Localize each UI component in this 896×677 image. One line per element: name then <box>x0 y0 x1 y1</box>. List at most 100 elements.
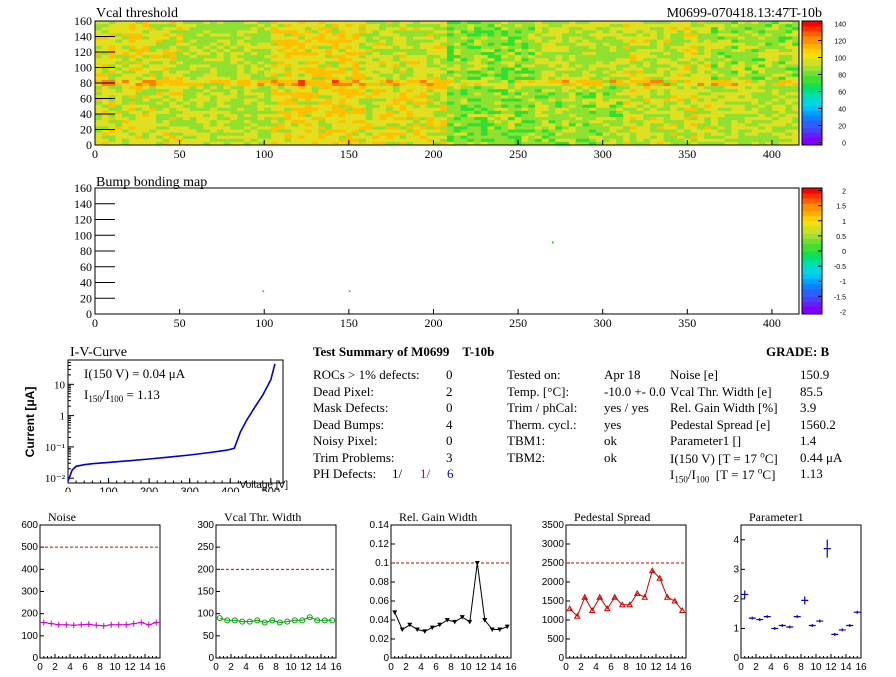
small-point <box>224 617 231 624</box>
small-point <box>663 593 671 600</box>
summary-right-value: 0.44 μA <box>800 449 843 465</box>
small-ytick-label: 100 <box>197 609 214 620</box>
small-point <box>392 610 398 615</box>
small-point <box>581 593 589 600</box>
vcal-xtick-label: 400 <box>763 147 781 161</box>
small-xtick-label: 4 <box>768 662 774 672</box>
small-xtick-label: 4 <box>593 662 599 672</box>
small-plot-title: Parameter1 <box>749 510 804 524</box>
small-xtick-label: 12 <box>475 662 487 672</box>
small-point <box>239 618 246 625</box>
small-point <box>756 618 764 622</box>
summary-right-label: I(150 V) [T = 17 oC] <box>670 449 778 466</box>
bump-zbar-band <box>802 286 822 290</box>
bump-zbar-band <box>802 261 822 265</box>
small-point <box>444 618 450 623</box>
summary-left-row: ROCs > 1% defects: 0 <box>313 367 463 384</box>
bump-ztick-label: -0.5 <box>834 264 846 271</box>
bump-zbar-band <box>802 306 822 310</box>
iv-ytick-label: 10⁻² <box>45 473 66 485</box>
vcal-zbar-band <box>802 73 822 77</box>
vcal-zbar-band <box>802 137 822 141</box>
vcal-zbar-band <box>802 78 822 82</box>
small-xtick-label: 4 <box>243 662 249 672</box>
small-xtick-label: 8 <box>798 662 804 672</box>
vcal-threshold-panel: 0 20 40 60 80 100 120 140 160 0 50 100 150 200 250 300… <box>0 0 896 162</box>
summary-left-table: ROCs > 1% defects: 0 Dead Pixel: 2 Mask Defe… <box>313 367 463 483</box>
bump-xtick-label: 350 <box>678 316 696 330</box>
vcal-zbar-band <box>802 135 822 139</box>
small-xtick-label: 14 <box>490 662 502 672</box>
small-series-line <box>394 562 508 632</box>
small-point <box>422 629 428 634</box>
summary-right-label: Rel. Gain Width [%] <box>670 400 778 415</box>
vcal-zbar-band <box>802 112 822 116</box>
small-point <box>437 622 443 628</box>
small-xtick-label: 2 <box>228 662 234 672</box>
grade-label: GRADE: B <box>766 344 830 359</box>
small-series-line <box>219 616 333 624</box>
summary-mid-value: ok <box>604 433 617 448</box>
bump-ztick-label: 1 <box>842 219 846 226</box>
vcal-zbar-band <box>802 107 822 111</box>
iv-ratio-label: I150/I100 = 1.13 <box>84 387 160 404</box>
module-label: M0699-070418.13:47T-10b <box>667 6 822 21</box>
vcal-zbar-band <box>802 110 822 114</box>
small-point <box>414 627 420 632</box>
iv-curve-panel: 0 100 200 300 400 500 10⁻² 10⁻¹ 1 10 I-V-Curve I(… <box>0 342 300 498</box>
vcal-zbar-band <box>802 65 822 69</box>
bump-xtick-label: 150 <box>340 316 358 330</box>
small-point <box>763 615 771 619</box>
summary-right-value: 85.5 <box>800 383 823 399</box>
iv-xtick-label: 400 <box>221 486 239 492</box>
vcal-ztick-label: 0 <box>842 141 846 148</box>
small-ytick-label: 1 <box>733 623 739 634</box>
vcal-zbar-band <box>802 130 822 134</box>
summary-left-value: 0 <box>446 400 453 415</box>
bump-point <box>551 241 554 244</box>
iv-ylabel: Current [μA] <box>23 387 37 458</box>
bump-zbar-band <box>802 273 822 277</box>
small-ytick-label: 0.08 <box>370 577 390 588</box>
small-ytick-label: 50 <box>203 631 215 642</box>
small-point <box>284 618 291 625</box>
vcal-zbar-band <box>802 90 822 94</box>
summary-right-value: 3.9 <box>800 400 817 415</box>
summary-left-label: Noisy Pixel: <box>313 433 378 448</box>
small-ytick-label: 2 <box>733 594 739 605</box>
ph-value-2: 1/ <box>420 466 431 481</box>
small-xtick-label: 2 <box>403 662 409 672</box>
small-xtick-label: 0 <box>213 662 219 672</box>
bump-zbar-band <box>802 188 822 192</box>
summary-mid-label: TBM1: <box>507 433 546 448</box>
small-point <box>40 619 47 626</box>
vcal-ztick-label: 20 <box>838 124 846 131</box>
small-xtick-label: 12 <box>650 662 662 672</box>
vcal-zbar-band <box>802 53 822 57</box>
bump-xtick-label: 0 <box>92 316 98 330</box>
small-xtick-label: 12 <box>825 662 837 672</box>
summary-mid-label: Trim / phCal: <box>507 400 578 415</box>
small-point <box>123 621 130 628</box>
small-ytick-label: 0 <box>733 653 739 664</box>
small-point <box>48 620 55 627</box>
small-point <box>85 621 92 628</box>
summary-left-row: Trim Problems: 3 <box>313 450 463 467</box>
small-point <box>93 622 100 629</box>
small-point <box>678 606 686 613</box>
summary-left-value: 3 <box>446 449 453 465</box>
small-ytick-label: 100 <box>21 631 38 642</box>
summary-right-label: Pedestal Spread [e] <box>670 416 771 432</box>
iv-ytick-label: 1 <box>60 411 66 423</box>
bump-point <box>348 290 351 292</box>
vcal-zbar-band <box>802 83 822 86</box>
summary-mid-row: Tested on: Apr 18 <box>507 367 667 384</box>
summary-mid-row: Therm. cycl.: yes <box>507 417 667 434</box>
vcal-ztick-label: 60 <box>838 90 846 97</box>
summary-right-row: Pedestal Spread [e] 1560.2 <box>670 417 840 434</box>
vcal-ytick-label: 160 <box>74 14 92 28</box>
bump-zbar-band <box>802 251 822 255</box>
bump-zbar-band <box>802 296 822 300</box>
